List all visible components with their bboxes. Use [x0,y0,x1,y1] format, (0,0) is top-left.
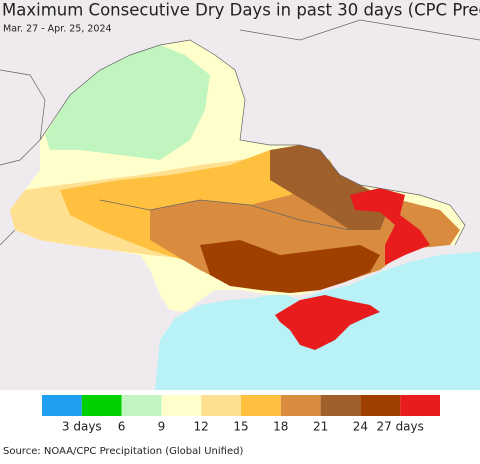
map [0,0,480,390]
subtitle: Mar. 27 - Apr. 25, 2024 [3,24,112,35]
legend-swatch [161,395,202,416]
dark-brown-zone [200,240,380,293]
legend-swatch [280,395,321,416]
legend-swatch [360,395,401,416]
border [239,19,480,41]
legend-swatch [42,395,82,416]
legend-label: 27 days [376,420,423,434]
border [39,39,466,246]
legend-swatch [400,395,440,416]
legend-swatch [201,395,241,416]
legend-label: 18 [273,420,288,434]
legend-label: 21 [313,420,328,434]
legend-swatch [81,395,122,416]
legend-label: 15 [233,420,248,434]
title: Maximum Consecutive Dry Days in past 30 … [2,1,480,20]
green-zone [45,45,210,160]
legend-label: 24 [353,420,368,434]
legend-label: 12 [194,420,209,434]
red-zone-east [350,188,430,265]
legend-swatch [320,395,361,416]
legend-swatch [121,395,162,416]
legend: 3 days 6 9 12 15 18 21 24 27 days [42,395,440,434]
legend-label: 9 [158,420,166,434]
legend-label: 6 [118,420,126,434]
legend-label: 3 days [62,420,102,434]
crimea [275,295,380,350]
border [0,69,46,166]
border [0,229,16,246]
border [99,199,351,231]
source: Source: NOAA/CPC Precipitation (Global U… [3,446,243,457]
legend-swatch [241,395,281,416]
